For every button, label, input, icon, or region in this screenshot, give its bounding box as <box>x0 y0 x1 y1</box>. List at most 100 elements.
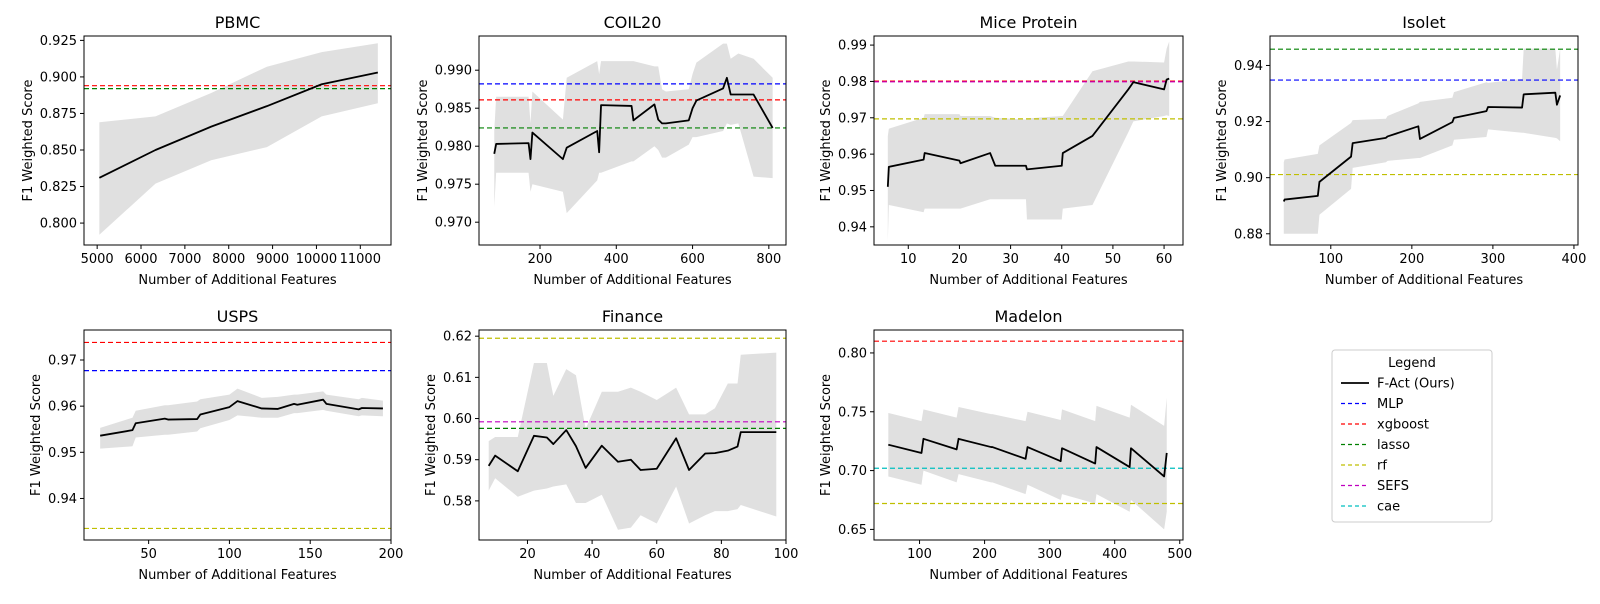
x-tick-label: 200 <box>972 547 997 562</box>
legend-item-sefs: SEFS <box>1341 479 1409 494</box>
y-tick-label: 0.90 <box>1234 171 1263 186</box>
y-tick-label: 0.92 <box>1234 115 1263 130</box>
y-axis-label: F1 Weighted Score <box>424 374 439 496</box>
plot-content <box>84 341 391 530</box>
legend-label: lasso <box>1377 438 1410 453</box>
y-tick-label: 0.75 <box>838 405 867 420</box>
legend-title: Legend <box>1388 356 1436 371</box>
y-tick-label: 0.61 <box>443 371 472 386</box>
chart-title: Isolet <box>1402 13 1445 32</box>
chart-title: USPS <box>217 307 259 326</box>
y-tick-label: 0.59 <box>443 453 472 468</box>
x-tick-label: 150 <box>298 547 323 562</box>
axes-frame <box>1269 35 1579 246</box>
x-tick-label: 8000 <box>212 252 245 267</box>
x-tick-label: 80 <box>713 547 730 562</box>
y-tick-label: 0.60 <box>443 412 472 427</box>
legend-item-xgboost: xgboost <box>1341 418 1429 433</box>
plot-content <box>84 43 391 235</box>
y-tick-label: 0.975 <box>435 178 472 193</box>
x-tick-label: 200 <box>528 252 553 267</box>
y-tick-label: 0.96 <box>48 400 77 415</box>
y-tick-label: 0.94 <box>1234 59 1263 74</box>
y-tick-label: 0.88 <box>1234 227 1263 242</box>
y-tick-label: 0.825 <box>40 180 77 195</box>
chart-title: PBMC <box>215 13 261 32</box>
x-tick-label: 500 <box>1167 547 1192 562</box>
x-tick-label: 20 <box>951 252 968 267</box>
series-line-f-act <box>886 77 1170 187</box>
chart-title: Mice Protein <box>979 13 1077 32</box>
x-tick-label: 9000 <box>256 252 289 267</box>
legend-label: cae <box>1377 500 1400 515</box>
y-axis-label: F1 Weighted Score <box>1215 80 1230 202</box>
x-tick-label: 40 <box>1053 252 1070 267</box>
y-tick-label: 0.97 <box>48 354 77 369</box>
subplot-usps: 50 100 150 200 0.94 0.95 0.96 0.97 USPS Number of… <box>29 307 403 583</box>
x-tick-label: 400 <box>1102 547 1127 562</box>
plot-content <box>1270 48 1578 234</box>
y-axis-label: F1 Weighted Score <box>819 80 834 202</box>
x-tick-label: 100 <box>774 547 799 562</box>
x-tick-label: 100 <box>907 547 932 562</box>
series-line-f-act <box>100 398 383 437</box>
axes-frame <box>478 35 787 246</box>
legend-label: xgboost <box>1377 418 1429 433</box>
x-axis-label: Number of Additional Features <box>138 273 337 288</box>
y-tick-label: 0.80 <box>838 346 867 361</box>
series-line-f-act <box>888 437 1168 478</box>
series-line-f-act <box>487 429 777 473</box>
legend: Legend F-Act (Ours) MLP xgboost lasso rf SEFS… <box>1331 349 1493 523</box>
y-axis-label: F1 Weighted Score <box>819 374 834 496</box>
legend-label: SEFS <box>1377 479 1409 494</box>
axes-frame <box>478 329 787 541</box>
legend-label: rf <box>1377 459 1387 474</box>
x-tick-label: 10 <box>900 252 917 267</box>
x-tick-label: 60 <box>1156 252 1173 267</box>
y-tick-label: 0.94 <box>838 220 867 235</box>
axes-frame <box>83 35 392 246</box>
y-tick-label: 0.65 <box>838 523 867 538</box>
x-tick-label: 20 <box>519 547 536 562</box>
y-tick-label: 0.980 <box>435 140 472 155</box>
confidence-band <box>100 388 383 449</box>
confidence-band <box>488 352 777 530</box>
x-tick-label: 10000 <box>296 252 337 267</box>
legend-item-mlp: MLP <box>1341 397 1403 412</box>
y-tick-label: 0.970 <box>435 216 472 231</box>
legend-frame <box>1331 349 1493 523</box>
x-tick-label: 40 <box>584 547 601 562</box>
legend-label: F-Act (Ours) <box>1377 377 1455 392</box>
x-axis-label: Number of Additional Features <box>929 273 1128 288</box>
x-tick-label: 30 <box>1002 252 1019 267</box>
chart-title: Madelon <box>995 307 1063 326</box>
confidence-band <box>1283 48 1561 234</box>
x-tick-label: 300 <box>1037 547 1062 562</box>
legend-item-rf: rf <box>1341 459 1387 474</box>
y-axis-label: F1 Weighted Score <box>29 374 44 496</box>
series-line-f-act <box>1282 91 1562 202</box>
axes-frame <box>83 329 392 541</box>
x-tick-label: 50 <box>1105 252 1122 267</box>
x-tick-label: 11000 <box>340 252 381 267</box>
x-tick-label: 6000 <box>124 252 157 267</box>
subplots: 5000 6000 7000 8000 9000 10000 11000 0.800 0.825… <box>21 13 1586 583</box>
y-tick-label: 0.95 <box>838 184 867 199</box>
y-tick-label: 0.95 <box>48 446 77 461</box>
y-tick-label: 0.990 <box>435 64 472 79</box>
legend-entries: F-Act (Ours) MLP xgboost lasso rf SEFS cae <box>1341 377 1455 515</box>
y-tick-label: 0.94 <box>48 492 77 507</box>
y-tick-label: 0.70 <box>838 464 867 479</box>
x-tick-label: 400 <box>1562 252 1587 267</box>
legend-label: MLP <box>1377 397 1403 412</box>
subplot-finance: 20 40 60 80 100 0.58 0.59 0.60 0.61 0.62 Finance Nu… <box>424 307 798 583</box>
y-tick-label: 0.985 <box>435 102 472 117</box>
confidence-band <box>888 397 1167 530</box>
x-tick-label: 5000 <box>81 252 114 267</box>
subplot-mice-protein: 10 20 30 40 50 60 0.94 0.95 0.96 0.97 0.98 0.99 Mice… <box>819 13 1184 288</box>
confidence-band <box>99 43 378 235</box>
axes-frame <box>873 329 1184 541</box>
x-tick-label: 200 <box>379 547 404 562</box>
y-tick-label: 0.62 <box>443 330 472 345</box>
